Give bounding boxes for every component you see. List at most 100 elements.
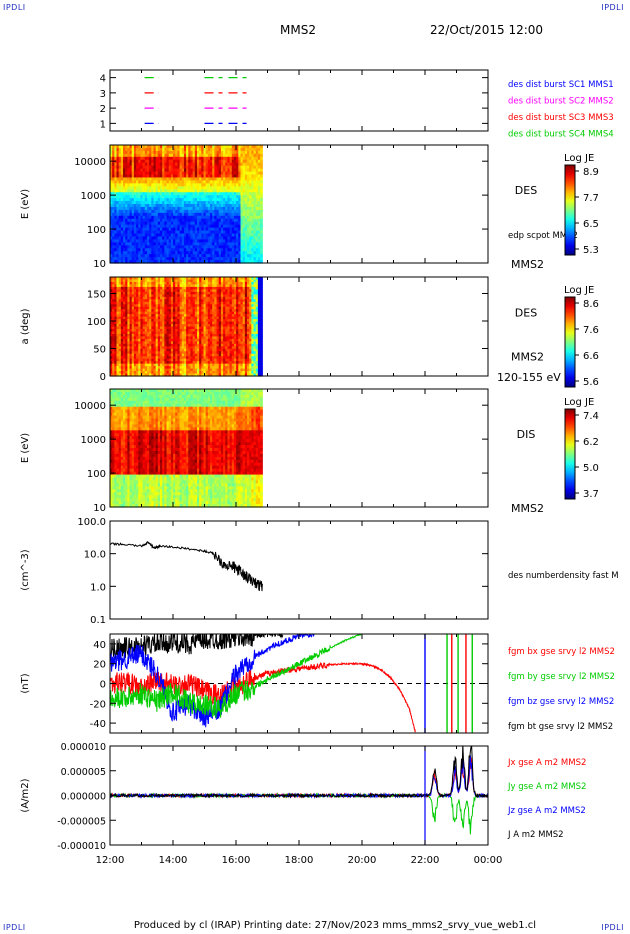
des_energy-cell (197, 174, 200, 179)
des_energy-cell (207, 189, 211, 193)
des_energy-cell (249, 239, 252, 243)
des_pitch-cell (149, 368, 152, 372)
des_pitch-cell (179, 331, 183, 335)
des_pitch-cell (168, 353, 172, 357)
des_energy-cell (188, 227, 192, 232)
des_energy-cell (227, 236, 231, 240)
des_pitch-cell (155, 309, 159, 313)
des_energy-cell (188, 206, 192, 211)
des_pitch-cell (146, 361, 150, 365)
des_energy-cell (203, 177, 207, 181)
des_pitch-cell (194, 294, 198, 298)
des_energy-cell (238, 260, 242, 264)
des_energy-cell (149, 212, 152, 217)
des_pitch-cell (210, 304, 213, 308)
des_energy-cell (207, 186, 211, 190)
des_energy-cell (205, 251, 209, 255)
des_energy-cell (173, 192, 176, 196)
des_energy-cell (166, 147, 170, 152)
des_pitch-cell (203, 319, 207, 323)
des_energy-cell (114, 251, 118, 255)
des_energy-cell (227, 150, 231, 155)
des_energy-cell (188, 198, 192, 202)
des_energy-cell (170, 201, 174, 205)
des_pitch-cell (160, 363, 163, 367)
des_pitch-cell (146, 279, 150, 283)
des_energy-cell (229, 150, 233, 155)
des_pitch-cell (144, 366, 148, 370)
des_energy-cell (220, 248, 224, 252)
des_energy-cell (164, 227, 168, 232)
des_energy-cell (120, 233, 124, 238)
des_energy-cell (133, 189, 137, 193)
des_pitch-cell (127, 319, 131, 323)
des_energy-cell (197, 254, 200, 258)
des_pitch-cell (120, 366, 124, 370)
des_energy-cell (210, 147, 213, 152)
des_pitch-cell (186, 358, 189, 362)
des_energy-cell (255, 209, 259, 214)
des_pitch-cell (114, 348, 118, 352)
des_energy-cell (123, 221, 126, 226)
des_energy-cell (192, 230, 196, 235)
des_energy-cell (216, 153, 220, 158)
des_energy-cell (240, 201, 244, 205)
des_pitch-cell (114, 366, 118, 370)
des_energy-cell (255, 147, 259, 152)
des_energy-cell (192, 192, 196, 196)
des_energy-cell (255, 165, 259, 170)
des_energy-cell (179, 221, 183, 226)
des_energy-cell (120, 201, 124, 205)
des_energy-cell (257, 254, 261, 258)
des_energy-cell (236, 186, 239, 190)
des_energy-cell (181, 147, 185, 152)
des_energy-cell (238, 201, 242, 205)
des_pitch-cell (201, 284, 205, 288)
des_energy-cell (162, 195, 165, 199)
des_pitch-cell (155, 277, 159, 281)
des_energy-cell (136, 162, 139, 167)
des_energy-cell (236, 212, 239, 217)
des_energy-cell (233, 257, 237, 261)
des_energy-cell (162, 198, 165, 202)
des_pitch-cell (168, 373, 172, 377)
des_pitch-cell (173, 363, 176, 367)
des_pitch-cell (210, 326, 213, 330)
des_energy-cell (210, 186, 213, 190)
des_energy-cell (181, 227, 185, 232)
des_energy-cell (175, 171, 179, 176)
des_energy-cell (188, 248, 192, 252)
des_pitch-cell (181, 314, 185, 318)
des_energy-cell (210, 174, 213, 179)
des_pitch-cell (153, 336, 157, 340)
des_energy-cell (153, 168, 157, 173)
des_energy-cell (164, 257, 168, 261)
des_pitch-cell (201, 338, 205, 342)
des_energy-cell (131, 204, 135, 208)
des_energy-cell (151, 248, 155, 252)
des_pitch-cell (120, 331, 124, 335)
des_pitch-cell (153, 373, 157, 377)
des_energy-cell (144, 212, 148, 217)
des_energy-cell (175, 248, 179, 252)
des_pitch-cell (181, 333, 185, 337)
des_pitch-cell (136, 304, 139, 308)
des_energy-cell (144, 218, 148, 223)
des_energy-cell (133, 201, 137, 205)
des_energy-cell (114, 195, 118, 199)
des_pitch-cell (168, 319, 172, 323)
des_pitch-cell (114, 311, 118, 315)
des_energy-cell (175, 215, 179, 220)
des_pitch-cell (129, 277, 133, 281)
des_energy-cell (231, 221, 235, 226)
des_energy-cell (192, 147, 196, 152)
des_energy-cell (253, 195, 257, 199)
des_pitch-cell (118, 299, 122, 303)
des_pitch-cell (177, 286, 181, 290)
des_energy-cell (127, 239, 131, 243)
des_pitch-cell (131, 343, 135, 347)
des_energy-cell (125, 221, 128, 226)
des_pitch-cell (197, 331, 200, 335)
des_energy-cell (144, 236, 148, 240)
des_pitch-cell (201, 304, 205, 308)
